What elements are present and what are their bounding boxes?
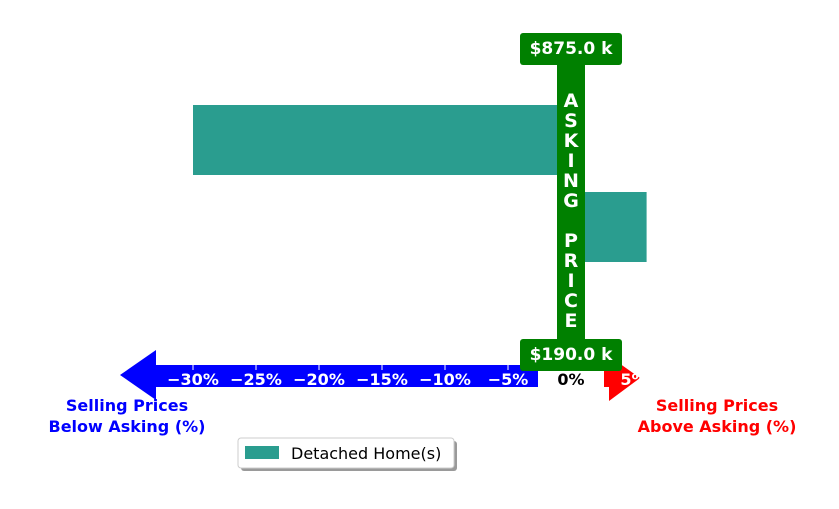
asking-price-letter: R [564,250,579,272]
below-asking-label-line-1: Selling Prices [66,396,188,415]
legend-swatch [245,446,279,459]
legend-label: Detached Home(s) [291,444,441,463]
top-price-badge [520,33,622,65]
top-price-label: $875.0 k [530,39,614,59]
legend-box [237,437,455,469]
tick-label: 0% [557,370,584,389]
asking-price-letter: A [564,90,579,112]
tick-label: −10% [419,370,471,389]
asking-price-letter: N [563,170,579,192]
asking-price-letter: I [567,270,574,292]
tick-label: −30% [167,370,219,389]
below-asking-arrow [120,350,538,400]
legend: Detached Home(s) [237,437,457,471]
bar-1 [193,105,571,175]
asking-price-letter: I [567,150,574,172]
asking-price-letter: C [564,290,578,312]
asking-price-letter: P [564,230,578,252]
tick-label: −5% [488,370,529,389]
bottom-price-badge [520,339,622,371]
above-asking-label-line-2: Above Asking (%) [638,417,797,436]
below-asking-label-line-2: Below Asking (%) [49,417,206,436]
bottom-price-label: $190.0 k [530,345,614,365]
asking-price-letter: K [564,130,580,152]
below-asking-label: Selling Prices Below Asking (%) [49,396,206,436]
asking-price-letter: S [564,110,578,132]
tick-label: −15% [356,370,408,389]
tick-label: 5% [620,370,647,389]
asking-price-letter: G [563,190,579,212]
tick-label: −20% [293,370,345,389]
asking-price-bar [557,55,585,355]
above-asking-label-line-1: Selling Prices [656,396,778,415]
tick-label: −25% [230,370,282,389]
asking-price-letter: E [565,310,578,332]
above-asking-label: Selling Prices Above Asking (%) [638,396,797,436]
x-axis-ticks: −30% −25% −20% −15% −10% −5% 0% 5% [167,365,648,389]
